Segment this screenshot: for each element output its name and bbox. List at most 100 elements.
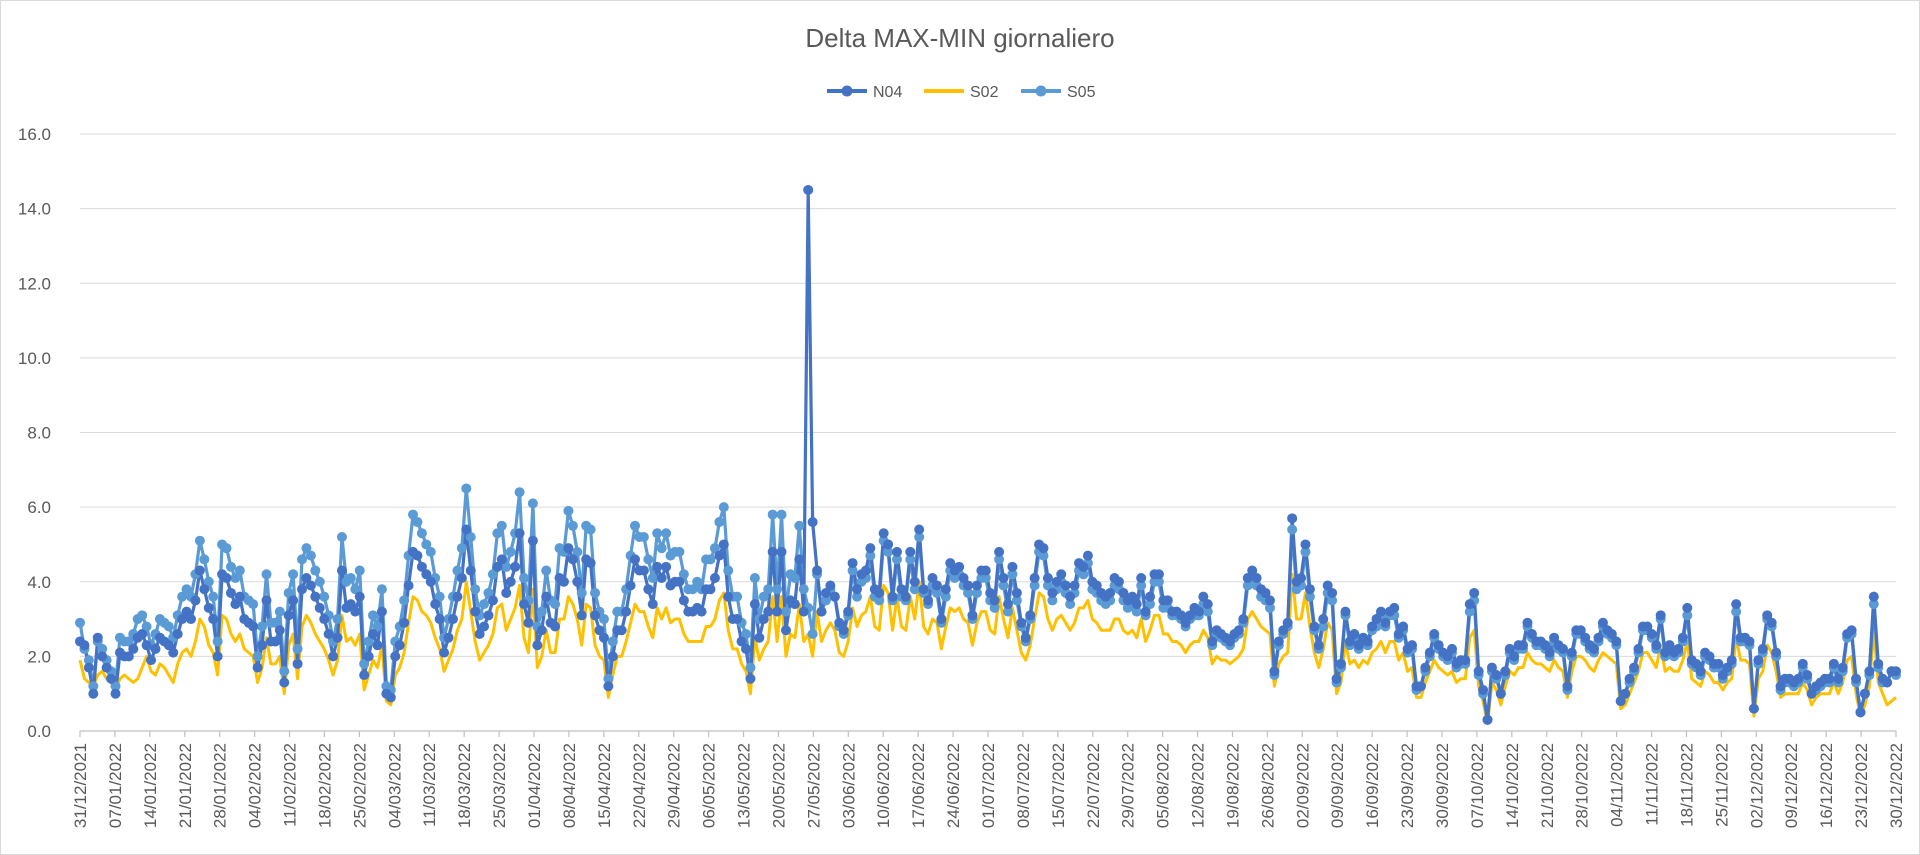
data-point-s05 (1242, 580, 1253, 591)
data-point-n04 (137, 628, 148, 639)
data-point-s05 (1327, 595, 1338, 606)
data-point-n04 (1802, 670, 1813, 681)
data-point-s05 (399, 595, 410, 606)
legend-label-n04: N04 (873, 84, 902, 101)
data-point-n04 (536, 625, 547, 636)
data-point-n04 (1007, 561, 1018, 572)
data-point-n04 (399, 617, 410, 628)
data-point-n04 (967, 610, 978, 621)
data-point-s05 (909, 584, 920, 595)
data-point-n04 (1180, 617, 1191, 628)
data-point-n04 (1469, 587, 1480, 598)
data-point-s05 (776, 509, 787, 520)
data-point-s05 (137, 610, 148, 621)
data-point-n04 (1162, 595, 1173, 606)
data-point-n04 (1238, 614, 1249, 625)
data-point-n04 (248, 621, 259, 632)
y-tick-label: 12.0 (18, 274, 51, 293)
x-tick-label: 28/10/2022 (1573, 743, 1592, 828)
data-point-n04 (514, 528, 525, 539)
data-point-s05 (416, 528, 427, 539)
data-point-n04 (705, 584, 716, 595)
data-point-n04 (1580, 632, 1591, 643)
data-point-n04 (803, 184, 814, 195)
data-point-s05 (567, 520, 578, 531)
data-point-n04 (1793, 673, 1804, 684)
x-tick-label: 24/06/2022 (944, 743, 963, 828)
y-tick-label: 8.0 (27, 424, 51, 443)
data-point-s05 (1136, 580, 1147, 591)
data-point-n04 (749, 599, 760, 610)
data-point-s05 (772, 584, 783, 595)
data-point-s05 (585, 524, 596, 535)
data-point-s05 (865, 550, 876, 561)
data-point-s05 (261, 569, 272, 580)
data-point-n04 (1287, 513, 1298, 524)
data-point-s05 (434, 591, 445, 602)
data-point-n04 (1127, 591, 1138, 602)
data-point-n04 (257, 640, 268, 651)
data-point-n04 (1038, 543, 1049, 554)
x-tick-label: 19/08/2022 (1223, 743, 1242, 828)
data-point-n04 (1464, 599, 1475, 610)
data-point-n04 (1660, 647, 1671, 658)
data-point-n04 (829, 591, 840, 602)
x-tick-label: 11/02/2022 (281, 743, 300, 827)
x-tick-label: 08/04/2022 (560, 743, 579, 828)
data-point-n04 (1868, 591, 1879, 602)
legend-label-s02: S02 (970, 84, 999, 101)
data-point-s05 (1287, 524, 1298, 535)
data-point-s05 (283, 587, 294, 598)
data-point-n04 (199, 584, 210, 595)
data-point-n04 (141, 640, 152, 651)
data-point-n04 (439, 647, 450, 658)
data-point-n04 (261, 595, 272, 606)
data-point-n04 (1318, 614, 1329, 625)
x-tick-label: 20/05/2022 (769, 743, 788, 828)
data-point-n04 (1344, 636, 1355, 647)
data-point-s05 (1318, 621, 1329, 632)
data-point-n04 (1029, 573, 1040, 584)
data-point-s05 (980, 573, 991, 584)
data-point-n04 (954, 561, 965, 572)
data-point-n04 (900, 591, 911, 602)
data-point-n04 (1611, 636, 1622, 647)
data-point-n04 (376, 606, 387, 617)
data-point-n04 (563, 543, 574, 554)
data-point-s05 (1029, 580, 1040, 591)
data-point-n04 (221, 573, 232, 584)
data-point-n04 (1859, 688, 1870, 699)
data-point-n04 (1771, 647, 1782, 658)
data-point-n04 (616, 625, 627, 636)
x-tick-label: 04/03/2022 (385, 743, 404, 828)
data-point-n04 (1593, 632, 1604, 643)
data-point-n04 (1757, 643, 1768, 654)
data-point-s05 (994, 554, 1005, 565)
data-point-n04 (1224, 636, 1235, 647)
data-point-s05 (487, 569, 498, 580)
data-point-s05 (163, 621, 174, 632)
data-point-n04 (416, 561, 427, 572)
data-point-s05 (110, 681, 121, 692)
data-point-n04 (150, 643, 161, 654)
data-point-n04 (1748, 703, 1759, 714)
data-point-s05 (1065, 599, 1076, 610)
data-point-s05 (1731, 606, 1742, 617)
data-point-n04 (567, 554, 578, 565)
data-point-n04 (1722, 662, 1733, 673)
data-point-n04 (860, 565, 871, 576)
data-point-n04 (576, 610, 587, 621)
data-point-n04 (914, 524, 925, 535)
data-point-n04 (470, 606, 481, 617)
data-point-n04 (519, 599, 530, 610)
x-tick-label: 16/12/2022 (1817, 743, 1836, 828)
data-point-n04 (1589, 643, 1600, 654)
y-tick-label: 4.0 (27, 573, 51, 592)
data-point-n04 (1704, 651, 1715, 662)
data-point-n04 (1322, 580, 1333, 591)
data-point-s05 (798, 584, 809, 595)
data-point-n04 (1557, 643, 1568, 654)
x-tick-label: 18/11/2022 (1677, 743, 1696, 827)
data-point-s05 (75, 617, 85, 628)
